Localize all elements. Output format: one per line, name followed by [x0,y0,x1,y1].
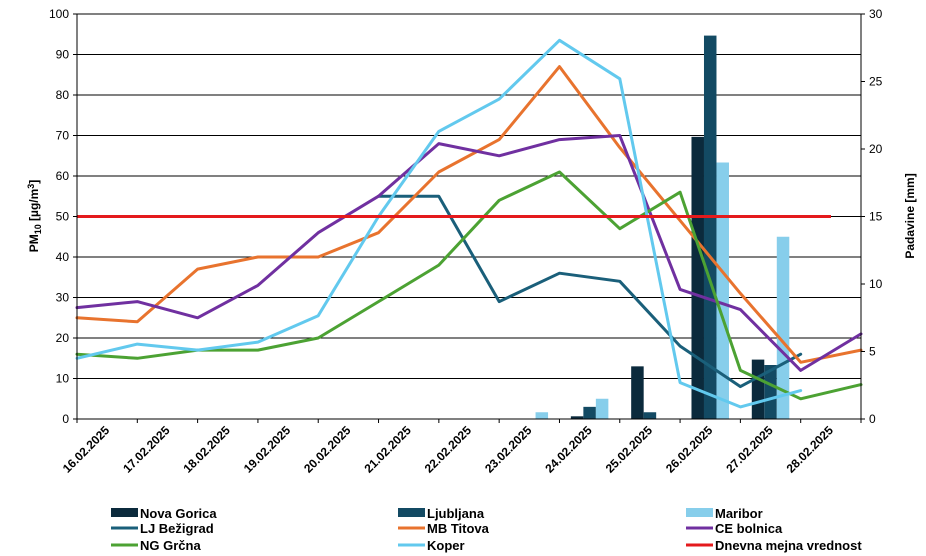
bar-nova-gorica [751,359,765,419]
legend-item: Ljubljana [398,506,485,521]
legend-item: Koper [398,538,465,553]
legend-item: Dnevna mejna vrednost [686,538,862,553]
legend-label: Maribor [715,506,763,521]
x-tick-label: 24.02.2025 [542,423,595,476]
x-tick-label: 16.02.2025 [60,423,113,476]
legend-swatch-bar [686,508,713,517]
y-left-tick-label: 60 [56,169,70,183]
y-left-tick-label: 90 [56,48,70,62]
line-lj-bežigrad [377,194,803,389]
y-left-tick-label: 10 [56,372,70,386]
x-tick-label: 19.02.2025 [241,423,294,476]
y-left-tick-label: 0 [62,412,69,426]
y-left-tick-label: 50 [56,210,70,224]
y-left-tick-label: 40 [56,250,70,264]
legend-item: Maribor [686,506,763,521]
y-right-tick-label: 5 [869,345,876,359]
y-left-label-sup: 3 [26,184,36,189]
y-right-tick-label: 30 [869,7,883,21]
y-left-tick-label: 20 [56,331,70,345]
legend-label: CE bolnica [715,521,783,536]
bar-ljubljana [643,412,657,419]
x-tick-label: 17.02.2025 [120,423,173,476]
legend-item: CE bolnica [686,521,783,536]
x-tick-label: 25.02.2025 [603,423,656,476]
y-right-tick-label: 15 [869,210,883,224]
bar-nova-gorica [691,136,704,419]
x-tick-label: 18.02.2025 [181,423,234,476]
x-tick-label: 20.02.2025 [301,423,354,476]
legend-label: LJ Bežigrad [140,521,214,536]
x-tick-label: 21.02.2025 [361,423,414,476]
legend: Nova Gorica Ljubljana Maribor LJ Bežigrad MB… [111,506,862,553]
legend-label: MB Titova [427,521,490,536]
bar-maribor [776,236,790,419]
legend-label: NG Grčna [140,538,201,553]
bar-nova-gorica [570,416,584,419]
x-tick-label: 22.02.2025 [422,423,475,476]
line-koper [75,38,803,409]
x-tick-label: 26.02.2025 [663,423,716,476]
line-series [75,38,863,409]
bar-maribor [595,398,609,419]
y-left-tick-label: 30 [56,291,70,305]
line-ng-grčna [75,170,863,401]
legend-item: Nova Gorica [111,506,217,521]
y-left-label-sub: 10 [33,224,43,234]
x-tick-label: 28.02.2025 [784,423,837,476]
y-right-tick-label: 0 [869,412,876,426]
legend-label: Dnevna mejna vrednost [715,538,862,553]
bar-series [535,35,790,419]
y-left-tick-label: 70 [56,129,70,143]
legend-item: LJ Bežigrad [111,521,214,536]
x-ticks: 16.02.2025 17.02.2025 18.02.2025 19.02.2025… [60,419,862,476]
legend-label: Nova Gorica [140,506,217,521]
left-y-ticks: 0 10 20 30 40 50 60 70 80 90 100 [49,7,77,426]
bar-ljubljana [703,35,717,419]
y-right-tick-label: 20 [869,142,883,156]
gridlines [77,13,861,379]
bar-ljubljana [764,365,777,419]
bar-nova-gorica [631,366,644,419]
y-left-tick-label: 100 [49,7,69,21]
y-left-tick-label: 80 [56,88,70,102]
legend-swatch-bar [111,508,138,517]
line-ce-bolnica [75,134,863,372]
legend-item: NG Grčna [111,538,201,553]
y-left-label-unit: [µg/m [27,189,41,225]
y-left-axis-label: PM10 [µg/m3] [26,180,43,253]
legend-label: Koper [427,538,465,553]
y-right-tick-label: 25 [869,75,883,89]
legend-item: MB Titova [398,521,490,536]
y-left-label-close: ] [27,180,41,184]
bar-ljubljana [583,406,596,419]
bar-maribor [716,162,729,419]
line-mb-titova [75,65,863,364]
right-y-ticks: 0 5 10 15 20 25 30 [861,7,883,426]
x-tick-label: 27.02.2025 [723,423,776,476]
y-right-tick-label: 10 [869,277,883,291]
bar-maribor [535,412,549,419]
y-right-axis-label: Padavine [mm] [903,173,917,258]
x-tick-label: 23.02.2025 [482,423,535,476]
legend-label: Ljubljana [427,506,485,521]
legend-swatch-bar [398,508,425,517]
